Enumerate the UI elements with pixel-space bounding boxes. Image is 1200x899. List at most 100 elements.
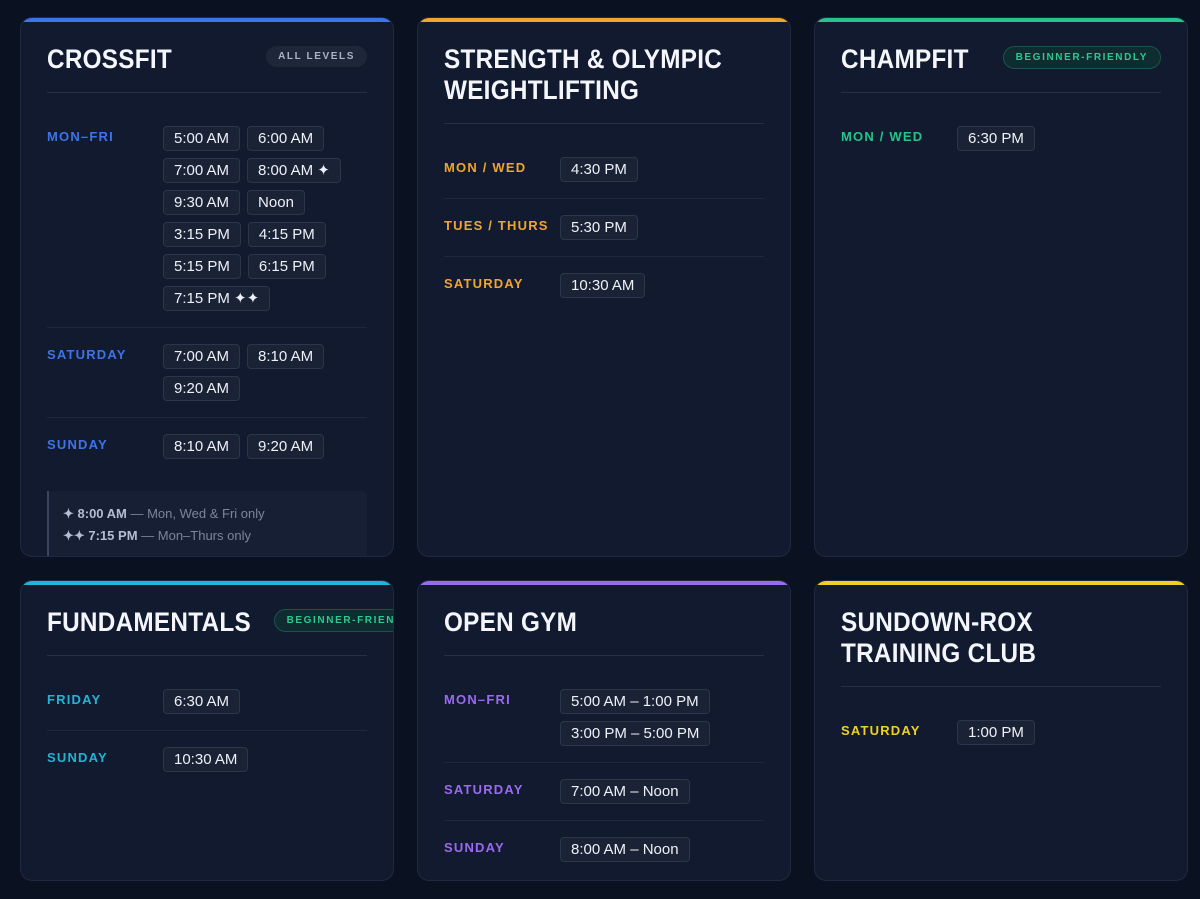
time-list: 7:00 AM 8:10 AM 9:20 AM: [163, 344, 343, 401]
time-list: 6:30 PM: [957, 126, 1137, 151]
time-chip: 9:20 AM: [163, 376, 241, 401]
day-label: SATURDAY: [841, 723, 921, 738]
time-list: 5:00 AM 6:00 AM 7:00 AM 8:00 AM ✦ 9:30 AM Noo…: [163, 126, 343, 311]
time-list: 7:00 AM – Noon: [560, 779, 760, 804]
schedule-row: SATURDAY 1:00 PM: [841, 704, 1161, 761]
card-header: OPEN GYM: [444, 581, 764, 656]
footnotes: ✦ 8:00 AM — Mon, Wed & Fri only ✦✦ 7:15 P…: [47, 491, 367, 556]
footnote-mark: ✦ 8:00 AM: [63, 506, 127, 521]
day-label: SUNDAY: [444, 840, 505, 855]
schedule-row: MON / WED 6:30 PM: [841, 110, 1161, 167]
time-list: 5:00 AM – 1:00 PM 3:00 PM – 5:00 PM: [560, 689, 760, 746]
schedule-row: MON–FRI 5:00 AM – 1:00 PM 3:00 PM – 5:00 P…: [444, 673, 764, 763]
class-card-crossfit: CROSSFIT ALL LEVELS MON–FRI 5:00 AM 6:00 AM 7…: [20, 17, 394, 557]
time-chip: 1:00 PM: [957, 720, 1035, 745]
day-label: SATURDAY: [47, 347, 127, 362]
day-label: MON–FRI: [444, 692, 511, 707]
schedule-rows: MON / WED 6:30 PM: [841, 93, 1161, 167]
time-list: 8:00 AM – Noon: [560, 837, 760, 862]
time-list: 10:30 AM: [163, 747, 343, 772]
class-title: CROSSFIT: [47, 44, 173, 74]
class-card-fundamentals: FUNDAMENTALS BEGINNER-FRIENDLY FRIDAY 6:30 …: [20, 580, 394, 881]
time-chip: 8:10 AM: [247, 344, 325, 369]
day-label: SUNDAY: [47, 437, 108, 452]
time-chip: 7:15 PM ✦✦: [163, 286, 271, 311]
time-chip: 8:00 AM ✦: [247, 158, 341, 183]
level-badge: ALL LEVELS: [266, 46, 367, 67]
schedule-rows: SATURDAY 1:00 PM: [841, 687, 1161, 761]
class-card-sundown: SUNDOWN-ROX TRAINING CLUB SATURDAY 1:00 PM: [814, 580, 1188, 881]
footnote-text: — Mon, Wed & Fri only: [126, 506, 265, 521]
time-chip: 7:00 AM: [163, 158, 241, 183]
time-chip: 10:30 AM: [560, 273, 646, 298]
schedule-row: SUNDAY 10:30 AM: [47, 731, 367, 788]
class-title: OPEN GYM: [444, 607, 578, 637]
time-chip: 7:00 AM: [163, 344, 241, 369]
day-label: MON / WED: [841, 129, 924, 144]
class-title: SUNDOWN-ROX TRAINING CLUB: [841, 607, 1037, 668]
schedule-row: SUNDAY 8:10 AM 9:20 AM: [47, 418, 367, 475]
schedule-row: SATURDAY 7:00 AM – Noon: [444, 763, 764, 821]
class-title: STRENGTH & OLYMPIC WEIGHTLIFTING: [444, 44, 723, 105]
time-chip: 4:15 PM: [247, 222, 326, 247]
day-label: SATURDAY: [444, 276, 524, 291]
time-chip: 3:00 PM – 5:00 PM: [560, 721, 711, 746]
schedule-row: SATURDAY 7:00 AM 8:10 AM 9:20 AM: [47, 328, 367, 418]
class-card-champfit: CHAMPFIT BEGINNER-FRIENDLY MON / WED 6:30 P…: [814, 17, 1188, 557]
schedule-row: TUES / THURS 5:30 PM: [444, 199, 764, 257]
schedule-row: SATURDAY 10:30 AM: [444, 257, 764, 314]
time-list: 6:30 AM: [163, 689, 343, 714]
time-chip: 4:30 PM: [560, 157, 638, 182]
time-chip: Noon: [247, 190, 305, 215]
time-chip: 9:30 AM: [163, 190, 241, 215]
time-chip: 5:00 AM – 1:00 PM: [560, 689, 710, 714]
time-chip: 7:00 AM – Noon: [560, 779, 690, 804]
time-list: 5:30 PM: [560, 215, 740, 240]
time-chip: 6:15 PM: [247, 254, 326, 279]
time-chip: 6:30 AM: [163, 689, 241, 714]
time-list: 10:30 AM: [560, 273, 740, 298]
time-chip: 8:00 AM – Noon: [560, 837, 690, 862]
schedule-rows: MON–FRI 5:00 AM – 1:00 PM 3:00 PM – 5:00 P…: [444, 656, 764, 878]
day-label: MON / WED: [444, 160, 527, 175]
schedule-rows: MON–FRI 5:00 AM 6:00 AM 7:00 AM 8:00 AM ✦ 9:3…: [47, 93, 367, 475]
time-list: 4:30 PM: [560, 157, 740, 182]
footnote: ✦✦ 7:15 PM — Mon–Thurs only: [63, 525, 353, 547]
time-chip: 6:00 AM: [247, 126, 325, 151]
level-badge: BEGINNER-FRIENDLY: [273, 609, 393, 632]
card-header: FUNDAMENTALS BEGINNER-FRIENDLY: [47, 581, 393, 656]
schedule-row: MON–FRI 5:00 AM 6:00 AM 7:00 AM 8:00 AM ✦ 9:3…: [47, 110, 367, 328]
schedule-rows: MON / WED 4:30 PM TUES / THURS 5:30 PM SATUR…: [444, 124, 764, 314]
day-label: TUES / THURS: [444, 218, 549, 233]
card-header: CHAMPFIT BEGINNER-FRIENDLY: [841, 18, 1161, 93]
time-chip: 10:30 AM: [163, 747, 249, 772]
time-chip: 6:30 PM: [957, 126, 1035, 151]
day-label: FRIDAY: [47, 692, 102, 707]
class-title: CHAMPFIT: [841, 44, 969, 74]
schedule-row: MON / WED 4:30 PM: [444, 141, 764, 199]
card-header: STRENGTH & OLYMPIC WEIGHTLIFTING: [444, 18, 764, 124]
time-chip: 5:30 PM: [560, 215, 638, 240]
schedule-row: FRIDAY 6:30 AM: [47, 673, 367, 731]
day-label: SATURDAY: [444, 782, 524, 797]
time-chip: 5:00 AM: [163, 126, 241, 151]
class-card-open_gym: OPEN GYM MON–FRI 5:00 AM – 1:00 PM 3:00 PM …: [417, 580, 791, 881]
time-chip: 9:20 AM: [247, 434, 325, 459]
level-badge: BEGINNER-FRIENDLY: [1002, 46, 1161, 69]
footnote: ✦ 8:00 AM — Mon, Wed & Fri only: [63, 503, 353, 525]
card-header: CROSSFIT ALL LEVELS: [47, 18, 367, 93]
time-list: 8:10 AM 9:20 AM: [163, 434, 343, 459]
day-label: SUNDAY: [47, 750, 108, 765]
time-list: 1:00 PM: [957, 720, 1137, 745]
footnote-text: — Mon–Thurs only: [137, 528, 251, 543]
schedule-row: SUNDAY 8:00 AM – Noon: [444, 821, 764, 878]
time-chip: 8:10 AM: [163, 434, 241, 459]
schedule-rows: FRIDAY 6:30 AM SUNDAY 10:30 AM: [47, 656, 367, 788]
time-chip: 3:15 PM: [163, 222, 241, 247]
footnote-mark: ✦✦ 7:15 PM: [63, 528, 138, 543]
class-title: FUNDAMENTALS: [47, 607, 251, 637]
day-label: MON–FRI: [47, 129, 114, 144]
class-card-strength: STRENGTH & OLYMPIC WEIGHTLIFTING MON / WE…: [417, 17, 791, 557]
card-header: SUNDOWN-ROX TRAINING CLUB: [841, 581, 1161, 687]
time-chip: 5:15 PM: [163, 254, 241, 279]
